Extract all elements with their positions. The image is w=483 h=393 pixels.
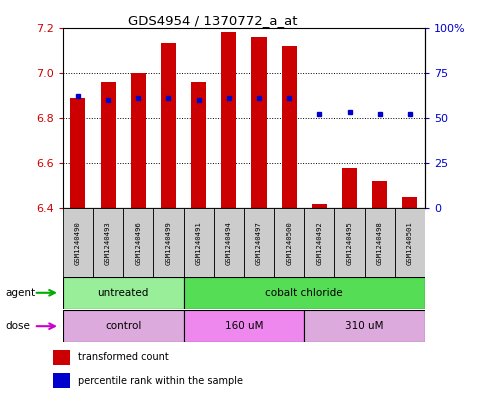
Bar	[304, 208, 334, 277]
Bar	[71, 97, 85, 208]
Bar	[304, 310, 425, 342]
Text: transformed count: transformed count	[78, 352, 169, 362]
Text: GDS4954 / 1370772_a_at: GDS4954 / 1370772_a_at	[128, 14, 297, 27]
Text: 310 uM: 310 uM	[345, 321, 384, 331]
Bar	[402, 197, 417, 208]
Bar	[123, 208, 154, 277]
Bar	[342, 167, 357, 208]
Text: GSM1240493: GSM1240493	[105, 221, 111, 264]
Bar	[184, 277, 425, 309]
Bar	[161, 43, 176, 208]
Text: percentile rank within the sample: percentile rank within the sample	[78, 376, 243, 386]
Bar	[221, 32, 236, 208]
Text: GSM1240498: GSM1240498	[377, 221, 383, 264]
Text: GSM1240499: GSM1240499	[166, 221, 171, 264]
Bar	[131, 73, 146, 208]
Bar	[213, 208, 244, 277]
Text: GSM1240490: GSM1240490	[75, 221, 81, 264]
Text: GSM1240501: GSM1240501	[407, 221, 413, 264]
Bar	[93, 208, 123, 277]
Text: GSM1240492: GSM1240492	[316, 221, 322, 264]
Text: cobalt chloride: cobalt chloride	[266, 288, 343, 298]
Bar	[365, 208, 395, 277]
Text: untreated: untreated	[98, 288, 149, 298]
Bar	[334, 208, 365, 277]
Bar	[100, 82, 115, 208]
Bar	[244, 208, 274, 277]
Text: agent: agent	[6, 288, 36, 298]
Text: control: control	[105, 321, 142, 331]
Text: dose: dose	[6, 321, 31, 331]
Bar	[282, 46, 297, 208]
Text: GSM1240494: GSM1240494	[226, 221, 232, 264]
Bar	[184, 208, 213, 277]
Bar	[53, 373, 70, 388]
Text: 160 uM: 160 uM	[225, 321, 263, 331]
Bar	[63, 208, 93, 277]
Bar	[63, 310, 184, 342]
Bar	[274, 208, 304, 277]
Bar	[372, 181, 387, 208]
Text: GSM1240496: GSM1240496	[135, 221, 141, 264]
Bar	[191, 82, 206, 208]
Text: GSM1240491: GSM1240491	[196, 221, 201, 264]
Bar	[395, 208, 425, 277]
Bar	[184, 310, 304, 342]
Text: GSM1240500: GSM1240500	[286, 221, 292, 264]
Bar	[154, 208, 184, 277]
Bar	[53, 350, 70, 365]
Text: GSM1240497: GSM1240497	[256, 221, 262, 264]
Bar	[63, 277, 184, 309]
Bar	[312, 204, 327, 208]
Text: GSM1240495: GSM1240495	[347, 221, 353, 264]
Bar	[252, 37, 267, 208]
